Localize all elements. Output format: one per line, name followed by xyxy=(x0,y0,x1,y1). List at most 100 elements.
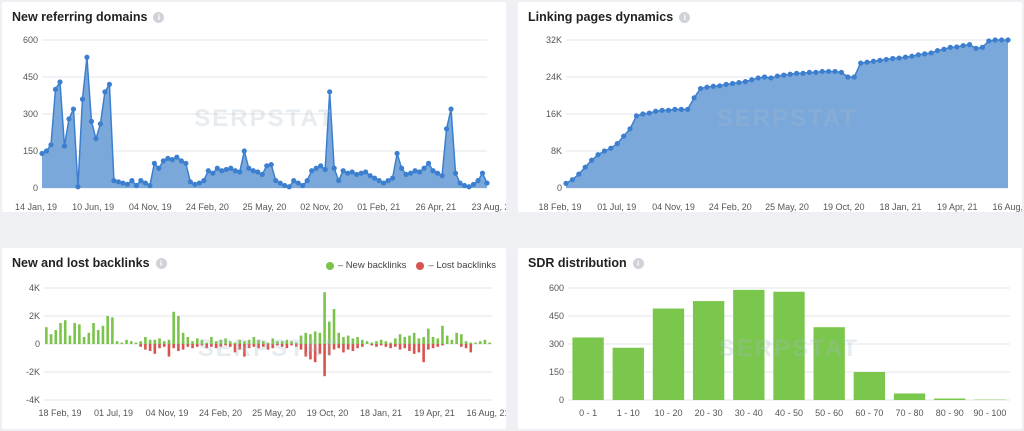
bar-new-backlinks xyxy=(247,339,251,344)
data-point xyxy=(934,48,941,54)
data-point xyxy=(268,161,274,168)
bar-new-backlinks xyxy=(252,337,256,344)
bar-lost-backlinks xyxy=(153,344,157,354)
data-point xyxy=(691,95,697,101)
bar-new-backlinks xyxy=(441,325,444,344)
bar-new-backlinks xyxy=(417,338,421,344)
legend-lost-label: – Lost backlinks xyxy=(428,260,496,271)
bar-new-backlinks xyxy=(408,335,411,344)
bar-new-backlinks xyxy=(394,338,397,344)
bar-new-backlinks xyxy=(191,341,194,344)
data-point xyxy=(704,84,710,90)
data-point xyxy=(646,110,652,116)
bar-lost-backlinks xyxy=(214,344,218,349)
bar-lost-backlinks xyxy=(266,344,270,350)
data-point xyxy=(75,184,81,190)
bar-lost-backlinks xyxy=(186,344,190,347)
data-point xyxy=(742,79,748,85)
x-tick-label: 19 Oct, 20 xyxy=(307,408,349,418)
data-point xyxy=(250,168,256,174)
x-tick-label: 26 Apr, 21 xyxy=(416,202,457,212)
bar-new-backlinks xyxy=(365,341,369,344)
bar-new-backlinks xyxy=(205,342,208,344)
data-point xyxy=(156,165,162,171)
data-point xyxy=(210,170,216,176)
info-icon[interactable]: i xyxy=(679,11,691,23)
backlinks-chart: -4K -2K 0 2K 4K SERPSTAT 18 Feb, 19 01 Jul, 19 0… xyxy=(26,283,506,418)
bar-lost-backlinks xyxy=(313,344,317,363)
watermark: SERPSTAT xyxy=(719,335,859,362)
bar-new-backlinks xyxy=(280,341,284,344)
bar-new-backlinks xyxy=(398,334,402,344)
bar-new-backlinks xyxy=(87,332,91,344)
bar-lost-backlinks xyxy=(228,344,232,347)
x-tick-label: 24 Feb, 20 xyxy=(199,408,242,418)
legend-lost-backlinks[interactable]: – Lost backlinks xyxy=(416,260,496,271)
data-point xyxy=(124,181,131,187)
x-tick-label: 70 - 80 xyxy=(896,408,924,418)
data-point xyxy=(787,71,793,77)
data-point xyxy=(376,178,382,184)
legend-new-backlinks[interactable]: – New backlinks xyxy=(325,260,406,271)
data-point xyxy=(883,56,889,63)
bar-lost-backlinks xyxy=(285,344,289,349)
x-tick-label: 01 Feb, 21 xyxy=(357,202,400,212)
bar-new-backlinks xyxy=(210,337,213,344)
x-tick-label: 18 Feb, 19 xyxy=(38,408,81,418)
data-point xyxy=(246,165,252,171)
data-point xyxy=(457,180,463,186)
bar-new-backlinks xyxy=(304,332,308,344)
bar-new-backlinks xyxy=(92,323,95,344)
data-point xyxy=(806,69,813,75)
bar-lost-backlinks xyxy=(148,344,152,351)
bar-lost-backlinks xyxy=(224,344,227,346)
bar-lost-backlinks xyxy=(469,344,473,353)
data-point xyxy=(70,106,77,112)
bar-lost-backlinks xyxy=(172,344,175,349)
bar-lost-backlinks xyxy=(460,344,463,347)
data-point xyxy=(214,165,220,171)
data-point xyxy=(992,37,998,43)
sdr-bar xyxy=(572,337,604,400)
info-icon[interactable]: i xyxy=(153,11,165,23)
bar-new-backlinks xyxy=(384,341,388,344)
bar-new-backlinks xyxy=(351,338,355,344)
data-point xyxy=(781,72,787,78)
linking-pages-title: Linking pages dynamics xyxy=(528,10,674,24)
data-point xyxy=(52,86,59,92)
data-point xyxy=(608,145,614,151)
bar-lost-backlinks xyxy=(276,344,279,346)
info-icon[interactable]: i xyxy=(632,257,644,269)
y-tick-label: 16K xyxy=(546,109,562,119)
x-tick-label: 01 Jul, 19 xyxy=(94,408,133,418)
bar-new-backlinks xyxy=(224,338,227,344)
bar-lost-backlinks xyxy=(342,344,345,353)
bar-new-backlinks xyxy=(200,339,204,344)
bar-new-backlinks xyxy=(59,323,62,344)
x-tick-label: 0 - 1 xyxy=(579,408,597,418)
data-point xyxy=(627,126,633,132)
bar-lost-backlinks xyxy=(200,344,204,346)
data-point xyxy=(133,182,139,189)
data-point xyxy=(475,178,481,184)
y-tick-label: 0 xyxy=(33,183,38,193)
data-point xyxy=(331,165,337,171)
data-point xyxy=(39,150,45,157)
data-point xyxy=(93,136,99,142)
data-point xyxy=(479,170,486,176)
bar-new-backlinks xyxy=(342,337,345,344)
bar-new-backlinks xyxy=(299,335,303,344)
bar-new-backlinks xyxy=(261,341,265,344)
bar-new-backlinks xyxy=(455,332,458,344)
data-point xyxy=(48,142,54,148)
y-tick-label: -4K xyxy=(26,395,40,405)
bar-new-backlinks xyxy=(271,338,275,344)
bar-new-backlinks xyxy=(238,339,242,344)
bar-lost-backlinks xyxy=(412,344,416,354)
bar-new-backlinks xyxy=(337,332,341,344)
data-point xyxy=(439,173,445,179)
info-icon[interactable]: i xyxy=(155,257,167,269)
data-point xyxy=(813,69,819,75)
data-point xyxy=(354,171,360,178)
sdr-bar xyxy=(733,289,765,400)
